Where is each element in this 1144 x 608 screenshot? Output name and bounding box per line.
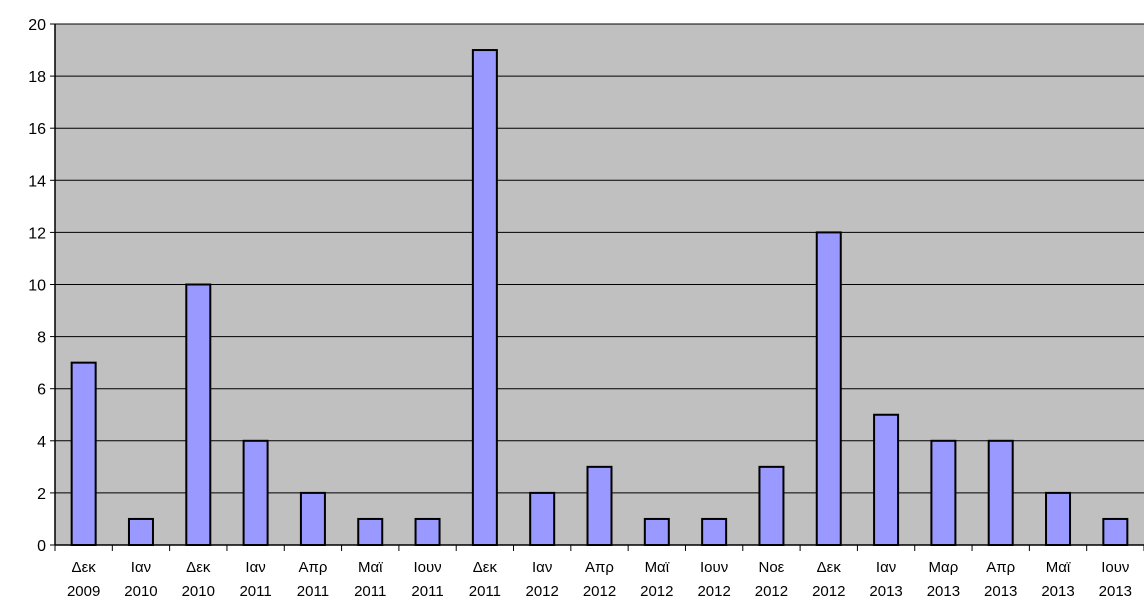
bar — [643, 517, 670, 547]
x-tick-label: Ιαν 2013 — [869, 559, 902, 600]
y-tick-label: 10 — [28, 278, 46, 295]
x-tick-label: Ιουν 2013 — [1099, 559, 1132, 600]
x-tick-label: Απρ 2012 — [583, 559, 616, 600]
x-tick-label: Δεκ 2009 — [67, 559, 100, 600]
y-tick-label: 12 — [28, 225, 46, 242]
bar — [1045, 491, 1072, 546]
y-tick-label: 8 — [37, 330, 46, 347]
x-axis: Δεκ 2009 Ιαν 2010 Δεκ 2010 Ιαν 2011 Απρ 2011 Μαϊ 20… — [54, 544, 1144, 600]
bars — [70, 49, 1129, 547]
y-tick-label: 16 — [28, 121, 46, 138]
x-tick-label: Μαρ 2013 — [927, 559, 960, 600]
x-tick-label: Μαϊ 2011 — [354, 559, 386, 600]
bar — [357, 517, 384, 547]
bar — [242, 439, 269, 546]
x-tick-label: Δεκ 2012 — [812, 559, 845, 600]
bar — [127, 517, 154, 547]
x-tick-label: Ιουν 2011 — [411, 559, 443, 600]
x-tick-label: Δεκ 2011 — [469, 559, 501, 600]
y-tick-label: 20 — [28, 17, 46, 34]
x-tick-label: Ιαν 2011 — [239, 559, 271, 600]
bar — [987, 439, 1014, 546]
bar — [930, 439, 957, 546]
bar — [299, 491, 326, 546]
y-tick-label: 2 — [37, 486, 46, 503]
x-tick-label: Ιουν 2012 — [697, 559, 730, 600]
y-tick-label: 0 — [37, 538, 46, 555]
y-tick-label: 18 — [28, 69, 46, 86]
bar — [586, 465, 613, 547]
bar — [873, 413, 900, 546]
bar — [414, 517, 441, 547]
bar — [471, 49, 498, 547]
bar — [185, 283, 212, 546]
bar — [1102, 517, 1129, 547]
y-tick-label: 4 — [37, 434, 46, 451]
y-tick-label: 14 — [28, 173, 46, 190]
x-tick-label: Απρ 2013 — [984, 559, 1017, 600]
bar — [701, 517, 728, 547]
x-tick-label: Μαϊ 2012 — [640, 559, 673, 600]
y-axis: 0 2 4 6 8 10 12 14 16 18 20 — [28, 17, 56, 555]
x-tick-label: Ιαν 2012 — [525, 559, 558, 600]
bar — [758, 465, 785, 547]
x-tick-label: Απρ 2011 — [297, 559, 329, 600]
y-tick-label: 6 — [37, 382, 46, 399]
bar — [815, 231, 842, 546]
x-tick-label: Ιαν 2010 — [124, 559, 157, 600]
bar — [529, 491, 556, 546]
gridlines — [55, 23, 1144, 494]
x-tick-label: Νοε 2012 — [755, 559, 788, 600]
x-tick-label: Μαϊ 2013 — [1041, 559, 1074, 600]
x-tick-label: Δεκ 2010 — [182, 559, 215, 600]
bar — [70, 361, 97, 546]
